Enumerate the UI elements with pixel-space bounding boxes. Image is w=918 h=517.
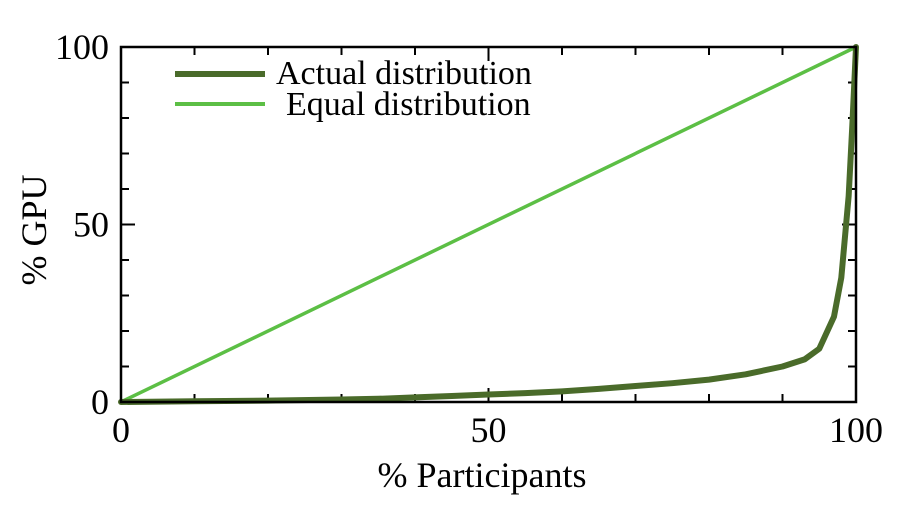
legend-label-equal: Equal distribution bbox=[286, 86, 531, 123]
y-tick-label: 50 bbox=[73, 205, 109, 245]
legend: Actual distribution Equal distribution bbox=[175, 55, 532, 123]
x-tick-label: 50 bbox=[471, 410, 507, 450]
x-tick-label: 0 bbox=[112, 410, 130, 450]
plot-frame bbox=[119, 45, 858, 404]
y-tick-label: 100 bbox=[55, 27, 109, 67]
legend-label-actual: Actual distribution bbox=[276, 55, 532, 92]
series-line-equal bbox=[119, 45, 858, 404]
series-line-actual bbox=[118, 44, 859, 405]
x-axis-title: % Participants bbox=[378, 455, 587, 495]
x-tick-label: 100 bbox=[829, 410, 883, 450]
series-lines bbox=[118, 44, 859, 405]
y-axis-title: % GPU bbox=[14, 174, 54, 285]
y-tick-label: 0 bbox=[91, 382, 109, 422]
